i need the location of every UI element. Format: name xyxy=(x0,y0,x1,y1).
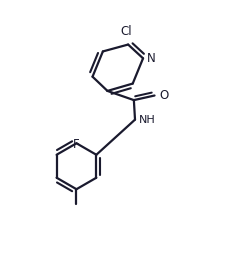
Text: NH: NH xyxy=(139,115,156,125)
Text: N: N xyxy=(147,52,156,65)
Text: F: F xyxy=(73,138,80,151)
Text: O: O xyxy=(160,89,169,102)
Text: Cl: Cl xyxy=(121,25,132,38)
